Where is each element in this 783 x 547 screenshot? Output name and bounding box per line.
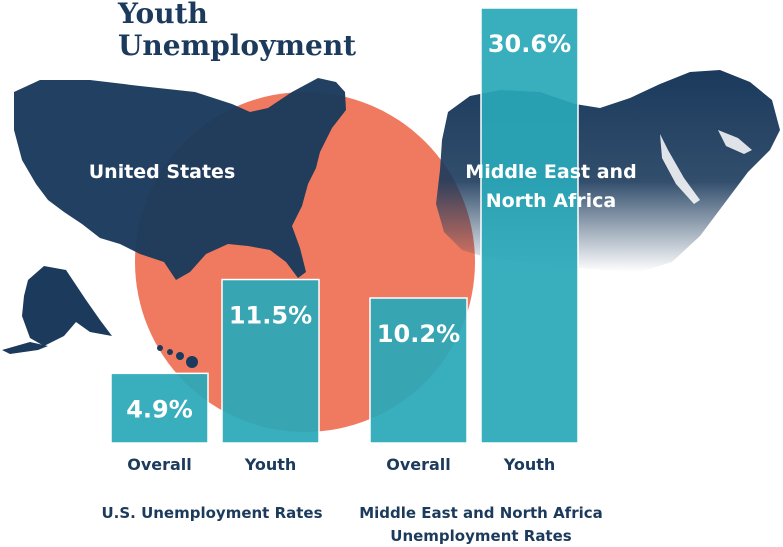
aleutian-islands bbox=[2, 342, 48, 354]
data-label-group1-overall: 4.9% bbox=[126, 395, 193, 423]
chart-title-line-1: Youth bbox=[117, 0, 208, 30]
data-label-group1-youth: 11.5% bbox=[229, 302, 312, 330]
alaska-map bbox=[22, 266, 112, 346]
bar-group1-overall bbox=[110, 372, 209, 444]
region-label-us: United States bbox=[89, 161, 236, 183]
group-label-us: U.S. Unemployment Rates bbox=[101, 504, 322, 522]
chart-title-line-2: Unemployment bbox=[118, 29, 356, 62]
category-label-group1-youth: Youth bbox=[244, 455, 297, 474]
hawaii-map bbox=[157, 345, 198, 368]
region-label-mena-line-2: North Africa bbox=[486, 190, 617, 212]
red-sea bbox=[660, 134, 700, 204]
labels-layer: 4.9% Overall 11.5% Youth 10.2% Overall 30.6% Yo… bbox=[126, 30, 571, 474]
bar-group2-youth bbox=[480, 7, 579, 444]
bars-layer bbox=[110, 7, 579, 444]
group-label-mena-line-1: Middle East and North Africa bbox=[359, 504, 603, 522]
data-label-group2-youth: 30.6% bbox=[488, 30, 571, 58]
bar-group2-overall bbox=[369, 297, 468, 444]
category-label-group1-overall: Overall bbox=[127, 455, 192, 474]
category-label-group2-overall: Overall bbox=[386, 455, 451, 474]
persian-gulf bbox=[718, 130, 752, 154]
bar-group1-youth bbox=[221, 278, 320, 444]
region-label-mena-line-1: Middle East and bbox=[465, 161, 636, 183]
group-label-mena-line-2: Unemployment Rates bbox=[390, 527, 572, 545]
category-label-group2-youth: Youth bbox=[503, 455, 556, 474]
united-states-map bbox=[14, 78, 346, 280]
data-label-group2-overall: 10.2% bbox=[377, 320, 460, 348]
